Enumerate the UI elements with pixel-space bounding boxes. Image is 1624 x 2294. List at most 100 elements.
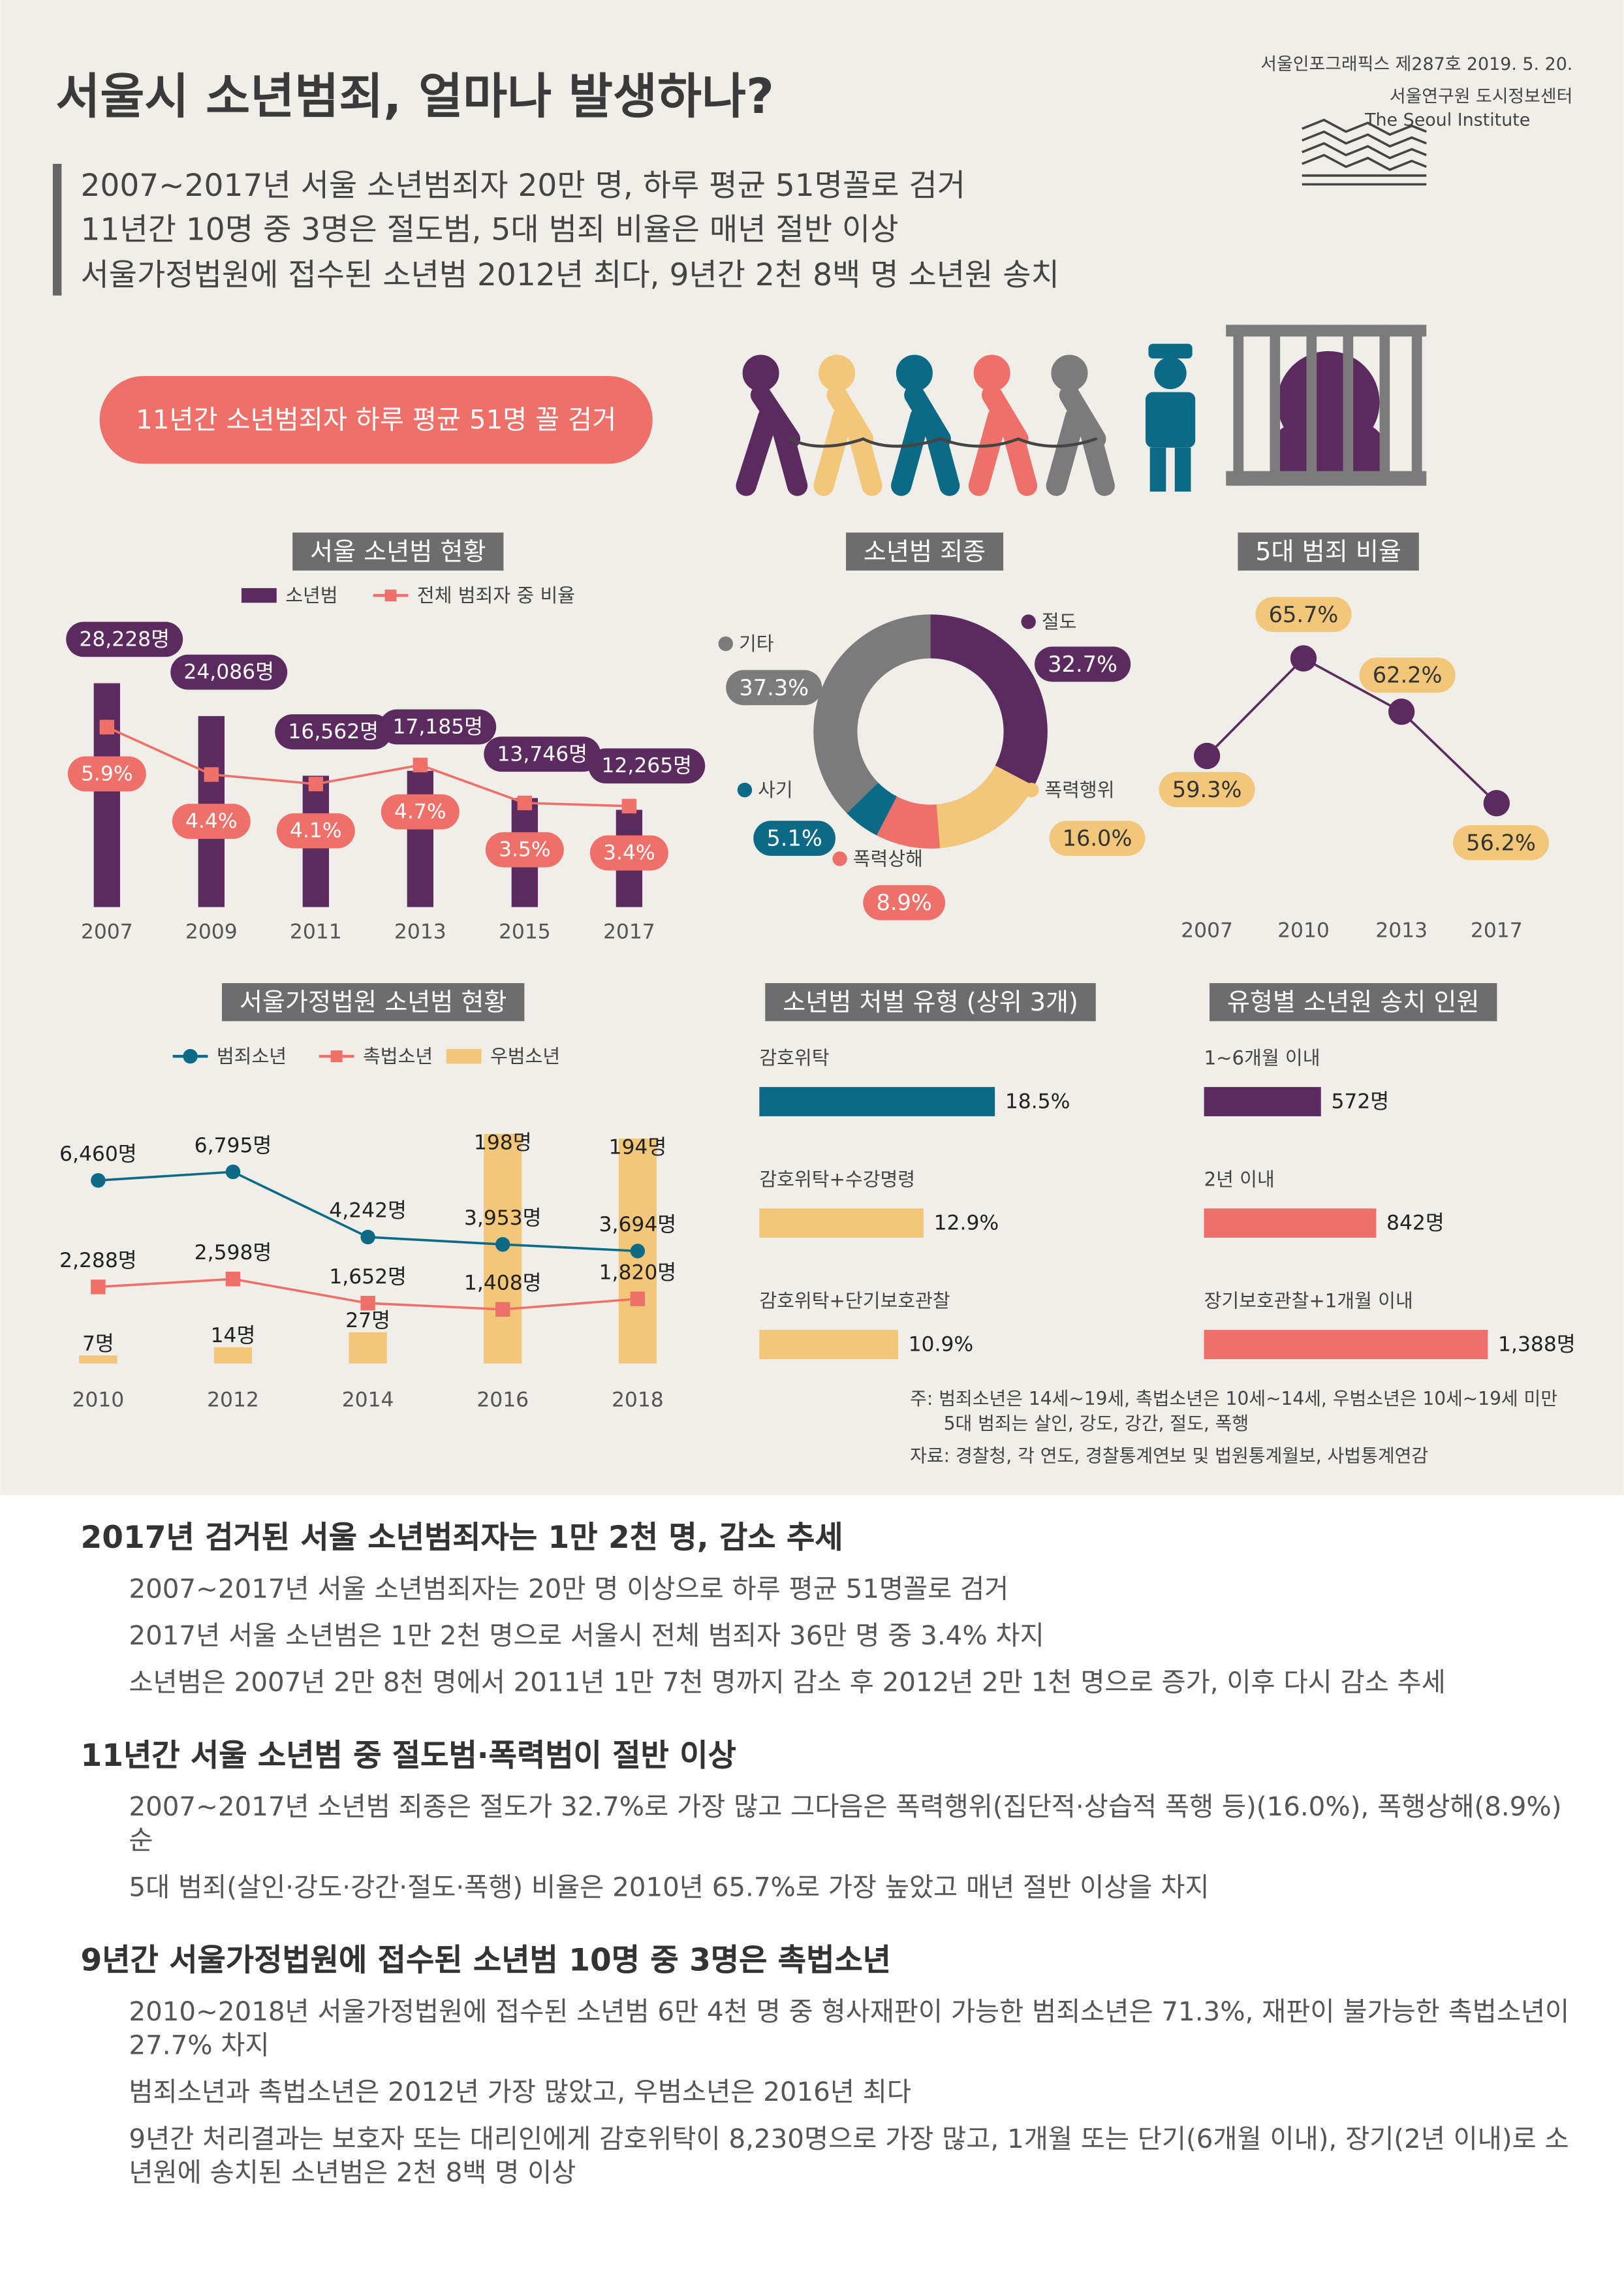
label-pill	[1452, 825, 1550, 860]
value-label: 194명	[609, 1135, 667, 1159]
paragraph: 2007~2017년 소년범 죄종은 절도가 32.7%로 가장 많고 그다음은…	[129, 1792, 1562, 1857]
value-label: 572명	[1331, 1090, 1389, 1114]
donut-slice	[930, 614, 1048, 786]
point	[1483, 790, 1510, 817]
value-label: 4,242명	[329, 1199, 407, 1223]
point	[1193, 742, 1221, 770]
value-label: 2,598명	[195, 1241, 272, 1265]
value-label: 3.5%	[499, 838, 551, 862]
label-pill	[1035, 646, 1131, 682]
x-tick-label: 2011	[290, 920, 342, 944]
donut-slice	[813, 614, 931, 813]
label-pill	[484, 736, 601, 772]
chart-title: 5대 범죄 비율	[1255, 537, 1401, 566]
value-label: 12,265명	[601, 754, 692, 778]
bar	[759, 1087, 995, 1116]
body-text: 2017년 검거된 서울 소년범죄자는 1만 2천 명, 감소 추세 2007~…	[80, 1515, 1572, 2190]
bar	[1204, 1208, 1377, 1238]
chart-title-box	[1209, 983, 1497, 1022]
summary-line: 11년간 10명 중 3명은 절도범, 5대 범죄 비율은 매년 절반 이상	[80, 212, 898, 247]
point	[630, 1244, 646, 1259]
label-pill	[863, 885, 946, 920]
label-pill	[172, 804, 251, 840]
label-pill	[66, 621, 183, 657]
category-label: 장기보호관찰+1개월 이내	[1204, 1289, 1413, 1312]
value-label: 5.1%	[766, 826, 822, 851]
point	[360, 1296, 375, 1311]
legend-label: 촉법소년	[363, 1045, 433, 1067]
bar	[759, 1208, 924, 1238]
logo	[1302, 118, 1427, 186]
bar	[213, 1347, 253, 1364]
donut-slice	[847, 782, 898, 836]
value-label: 12.9%	[934, 1212, 999, 1235]
value-label: 4.7%	[394, 800, 446, 824]
point	[91, 1172, 106, 1188]
section-heading: 9년간 서울가정법원에 접수된 소년범 10명 중 3명은 촉법소년	[80, 1943, 891, 1978]
x-tick-label: 2010	[1277, 919, 1330, 942]
value-label: 1,408명	[464, 1271, 542, 1295]
legend-swatch	[241, 588, 277, 603]
legend-marker	[330, 1050, 343, 1063]
bar	[407, 770, 434, 907]
x-tick-label: 2015	[499, 920, 551, 944]
x-tick-label: 2017	[603, 920, 655, 944]
label-pill	[1049, 821, 1146, 856]
category-label: 사기	[758, 779, 793, 801]
value-label: 10.9%	[909, 1333, 974, 1357]
point	[360, 1229, 375, 1245]
bar	[79, 1355, 117, 1364]
point	[225, 1164, 241, 1180]
value-label: 3,694명	[599, 1213, 677, 1236]
bar	[759, 1330, 898, 1359]
category-label: 절도	[1042, 610, 1077, 633]
paragraph: 2017년 서울 소년범은 1만 2천 명으로 서울시 전체 범죄자 36만 명…	[129, 1621, 1044, 1652]
value-label: 5.9%	[81, 762, 133, 786]
body-wrap: 2017년 검거된 서울 소년범죄자는 1만 2천 명, 감소 추세 2007~…	[80, 1515, 1572, 2190]
police-icon	[1145, 343, 1196, 492]
summary-line: 2007~2017년 서울 소년범죄자 20만 명, 하루 평균 51명꼴로 검…	[80, 168, 965, 204]
value-label: 56.2%	[1466, 830, 1536, 855]
chart-title-box	[765, 983, 1096, 1022]
value-label: 4.1%	[290, 819, 342, 843]
category-label: 폭력행위	[1044, 779, 1114, 801]
legend-label: 범죄소년	[217, 1045, 287, 1067]
legend-dot	[1023, 782, 1039, 798]
value-label: 16.0%	[1063, 826, 1132, 851]
x-tick-label: 2012	[207, 1389, 259, 1412]
value-label: 32.7%	[1048, 652, 1117, 677]
category-label: 감호위탁+수강명령	[759, 1168, 915, 1190]
chart-title-box	[846, 532, 1004, 571]
value-label: 198명	[474, 1131, 532, 1154]
paragraph: 소년범은 2007년 2만 8천 명에서 2011년 1만 7천 명까지 감소 …	[129, 1667, 1446, 1699]
section: 11년간 서울 소년범 중 절도범·폭력범이 절반 이상 2007~2017년 …	[80, 1732, 1572, 1904]
note: 주: 범죄소년은 14세~19세, 촉법소년은 10세~14세, 우범소년은 1…	[910, 1388, 1557, 1409]
value-label: 37.3%	[739, 675, 809, 700]
category-label: 감호위탁+단기보호관찰	[759, 1289, 950, 1312]
section-heading: 2017년 검거된 서울 소년범죄자는 1만 2천 명, 감소 추세	[80, 1520, 843, 1556]
x-tick-label: 2013	[394, 920, 446, 944]
value-label: 59.3%	[1172, 777, 1242, 802]
badge-text: 11년간 소년범죄자 하루 평균 51명 꼴 검거	[136, 405, 616, 435]
point	[495, 1302, 510, 1317]
category-label: 기타	[739, 633, 774, 655]
category-label: 감호위탁	[759, 1046, 829, 1069]
value-label: 1,820명	[599, 1261, 677, 1284]
value-label: 2,288명	[59, 1249, 137, 1272]
x-tick-label: 2017	[1471, 919, 1523, 942]
section: 9년간 서울가정법원에 접수된 소년범 10명 중 3명은 촉법소년 2010~…	[80, 1937, 1572, 2190]
value-label: 62.2%	[1373, 663, 1443, 688]
prisoners-icon	[736, 354, 1115, 496]
x-tick-label: 2013	[1375, 919, 1428, 942]
x-tick-label: 2016	[476, 1389, 529, 1412]
bar	[1204, 1330, 1488, 1359]
label-pill	[1255, 597, 1352, 633]
label-pill	[589, 835, 668, 871]
category-label: 1~6개월 이내	[1204, 1046, 1320, 1069]
paragraph: 2010~2018년 서울가정법원에 접수된 소년범 6만 4천 명 중 형사재…	[129, 1997, 1570, 2062]
summary-line: 서울가정법원에 접수된 소년범 2012년 최다, 9년간 2천 8백 명 소년…	[80, 257, 1059, 293]
note: 5대 범죄는 살인, 강도, 강간, 절도, 폭행	[944, 1413, 1249, 1434]
bar	[93, 683, 120, 907]
point	[621, 798, 637, 814]
